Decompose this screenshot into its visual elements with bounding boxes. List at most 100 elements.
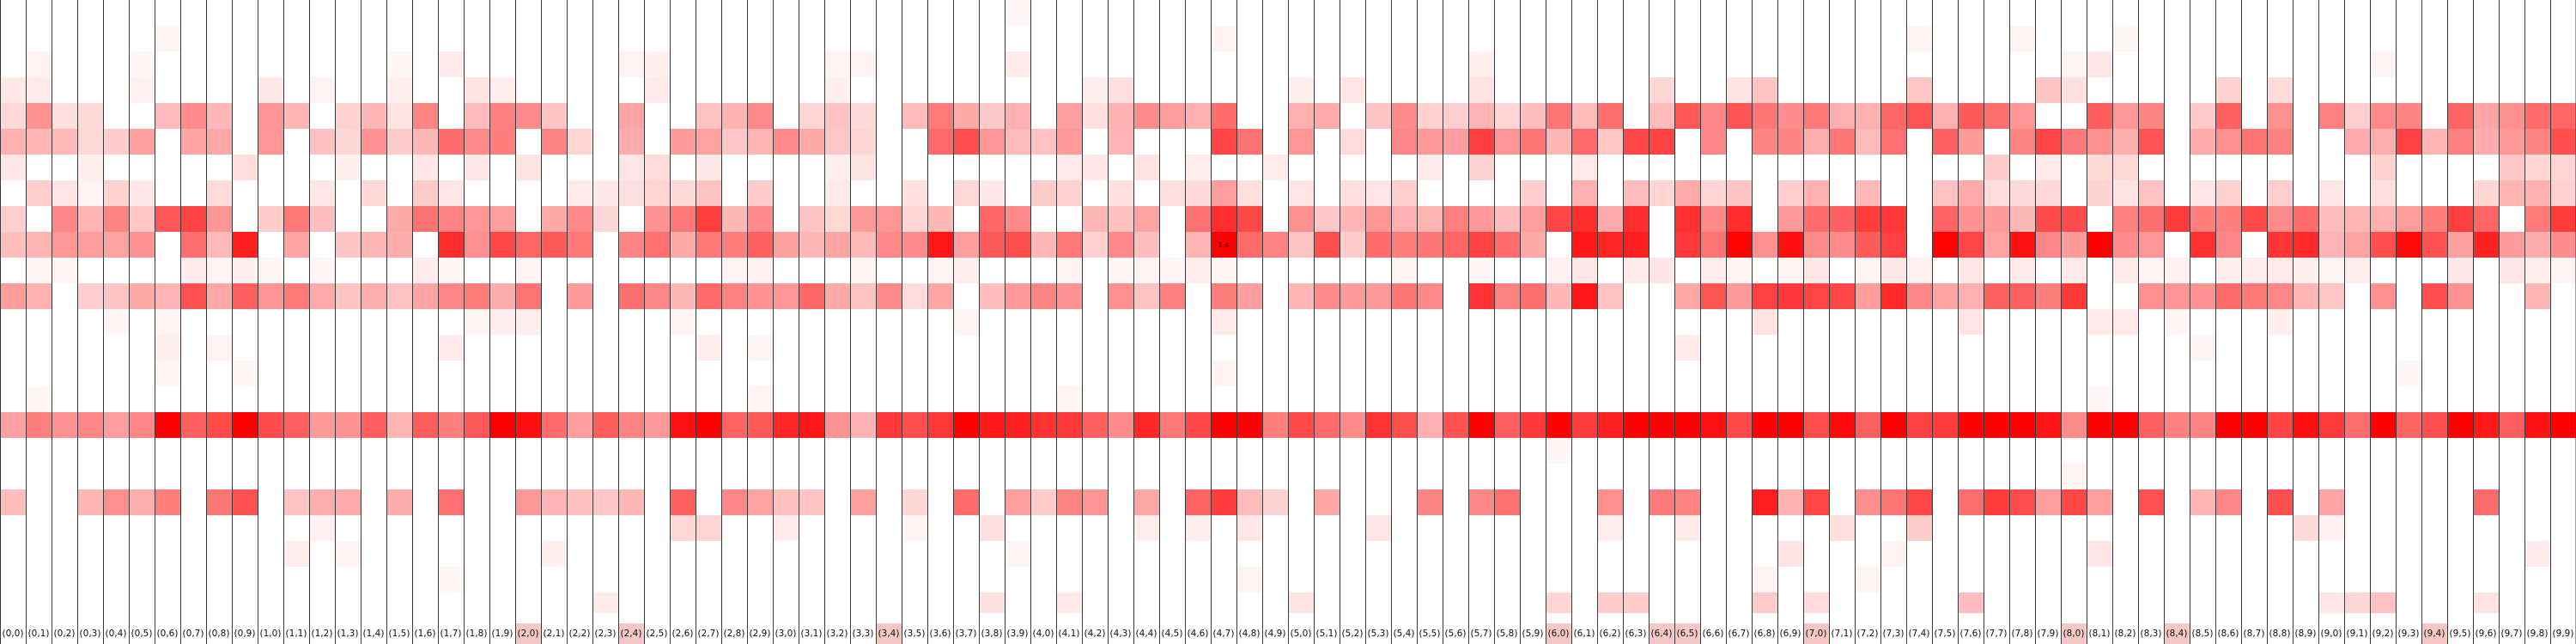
- heatmap-cell: [618, 489, 644, 515]
- heatmap-cell: [644, 180, 670, 206]
- heatmap-cell: [2164, 283, 2190, 309]
- heatmap-cell: [1236, 180, 1262, 206]
- heatmap-cell: [670, 232, 696, 258]
- heatmap-cell: [1005, 103, 1030, 129]
- column-label: (9,6): [2476, 629, 2497, 639]
- heatmap-cell: [258, 206, 283, 232]
- heatmap-cell: [206, 180, 232, 206]
- heatmap-cell: [1906, 26, 1932, 52]
- column-label: (7,7): [1986, 629, 2008, 639]
- heatmap-cell: [2009, 232, 2035, 258]
- heatmap-cell: [2087, 412, 2112, 438]
- heatmap-cell: [747, 283, 773, 309]
- heatmap-cell: [26, 77, 52, 103]
- heatmap-cell: [2112, 412, 2138, 438]
- column-label: (1,6): [415, 629, 436, 639]
- heatmap-cell: [670, 180, 696, 206]
- heatmap-cell: [1984, 232, 2009, 258]
- heatmap-cell: [721, 412, 747, 438]
- heatmap-cell: [1726, 180, 1752, 206]
- heatmap-cell: [1803, 489, 1829, 515]
- heatmap-cell: [2138, 103, 2164, 129]
- heatmap-cell: [2267, 206, 2293, 232]
- heatmap-cell: [1649, 412, 1674, 438]
- heatmap-cell: [2550, 258, 2576, 283]
- heatmap-cell: [1803, 129, 1829, 155]
- heatmap-cell: [2370, 232, 2396, 258]
- heatmap-cell: [1030, 180, 1056, 206]
- heatmap-cell: [1984, 180, 2009, 206]
- heatmap-cell: [2215, 180, 2241, 206]
- heatmap-cell: [850, 52, 876, 77]
- column-label: (1,3): [337, 629, 359, 639]
- heatmap-cell: [1700, 180, 1726, 206]
- column-label: (7,3): [1883, 629, 1905, 639]
- heatmap-cell: [979, 412, 1005, 438]
- heatmap-cell: [1880, 541, 1906, 567]
- heatmap-cell: [1958, 258, 1984, 283]
- heatmap-cell: [412, 103, 438, 129]
- heatmap-cell: [1520, 180, 1546, 206]
- heatmap-cell: [1391, 232, 1417, 258]
- heatmap-cell: [206, 258, 232, 283]
- heatmap-cell: [1623, 232, 1649, 258]
- heatmap-cell: [1777, 206, 1803, 232]
- heatmap-cell: [850, 206, 876, 232]
- heatmap-cell: [1958, 103, 1984, 129]
- heatmap-cell: [2421, 283, 2447, 309]
- heatmap-cell: [953, 412, 979, 438]
- heatmap-cell: [2267, 77, 2293, 103]
- heatmap-cell: [2112, 232, 2138, 258]
- heatmap-cell: [206, 206, 232, 232]
- heatmap-cell: [103, 412, 129, 438]
- heatmap-cell: [1443, 103, 1468, 129]
- column-label: (9,7): [2501, 629, 2523, 639]
- heatmap-cell: [1133, 206, 1159, 232]
- column-label: (1,4): [363, 629, 385, 639]
- heatmap-cell: [670, 206, 696, 232]
- heatmap-cell: [1211, 283, 1236, 309]
- heatmap-cell: [541, 129, 567, 155]
- column-label: (8,3): [2141, 629, 2162, 639]
- heatmap-cell: [1674, 180, 1700, 206]
- heatmap-cell: [412, 155, 438, 180]
- heatmap-cell: [696, 335, 721, 361]
- heatmap-cell: [1340, 180, 1365, 206]
- heatmap-cell: [2035, 155, 2061, 180]
- heatmap-cell: [927, 232, 953, 258]
- heatmap-cell: [2370, 155, 2396, 180]
- heatmap-cell: [1597, 412, 1623, 438]
- heatmap-cell: [386, 206, 412, 232]
- heatmap-cell: [361, 129, 386, 155]
- heatmap-cell: [438, 412, 464, 438]
- heatmap-cell: [670, 412, 696, 438]
- heatmap-cell: [1365, 103, 1391, 129]
- heatmap-cell: [696, 232, 721, 258]
- heatmap-cell: [1108, 412, 1133, 438]
- heatmap-cell: [1236, 567, 1262, 592]
- column-label: (0,7): [183, 629, 204, 639]
- heatmap-cell: [2112, 206, 2138, 232]
- heatmap-cell: [52, 258, 77, 283]
- heatmap-cell: [824, 412, 850, 438]
- heatmap-cell: [1468, 232, 1494, 258]
- heatmap-cell: [1803, 180, 1829, 206]
- heatmap-cell: [2009, 103, 2035, 129]
- heatmap-cell: [412, 206, 438, 232]
- heatmap-cell: [2087, 155, 2112, 180]
- heatmap-cell: [438, 232, 464, 258]
- heatmap-cell: [2447, 129, 2473, 155]
- heatmap-cell: [1005, 0, 1030, 26]
- heatmap-cell: [2421, 412, 2447, 438]
- column-label: (8,7): [2244, 629, 2265, 639]
- heatmap-cell: [1211, 309, 1236, 335]
- column-label: (3,2): [827, 629, 848, 639]
- heatmap-cell: [2396, 361, 2421, 386]
- heatmap-cell: [1288, 180, 1314, 206]
- heatmap-cell: [515, 258, 541, 283]
- heatmap-cell: [1932, 129, 1958, 155]
- column-label: (9,1): [2347, 629, 2368, 639]
- heatmap-cell: [1056, 386, 1082, 412]
- heatmap-cell: [103, 206, 129, 232]
- heatmap-cell: [2267, 309, 2293, 335]
